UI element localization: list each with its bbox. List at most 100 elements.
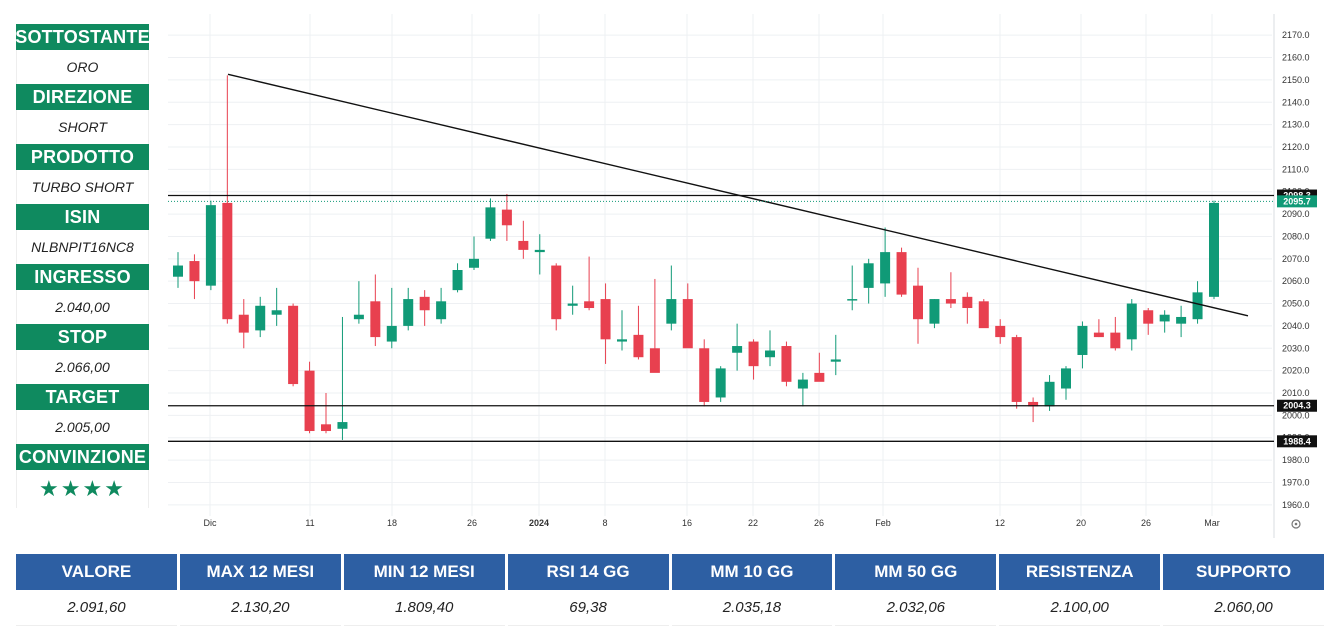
stat-header: VALORE [16,554,177,590]
candle-body [863,263,874,288]
x-tick-label: 20 [1076,518,1086,528]
candle-body [617,339,627,342]
candle-body [830,359,841,362]
candle-body [518,240,529,250]
candle-body [1176,316,1187,324]
candle-body [896,252,907,295]
y-tick-label: 2030.0 [1282,343,1310,353]
candle-body [173,265,183,277]
candle-body [913,285,923,320]
panel-label-ingresso: INGRESSO [16,264,149,290]
stat-value: 2.091,60 [16,590,177,626]
candle-body [880,252,891,284]
stat-value: 2.060,00 [1163,590,1324,626]
y-tick-label: 1970.0 [1282,477,1310,487]
current-price-tag [1277,195,1317,208]
y-tick-label: 2150.0 [1282,75,1310,85]
y-tick-label: 2160.0 [1282,53,1310,63]
stat-column: SUPPORTO 2.060,00 [1163,554,1324,626]
stat-header: RSI 14 GG [507,554,669,590]
candle-body [501,209,512,226]
level-tag [1277,399,1317,412]
y-tick-label: 2120.0 [1282,142,1310,152]
candle-body [534,249,545,253]
y-tick-label: 2070.0 [1282,254,1310,264]
candle-body [814,372,825,382]
candle-body [551,265,562,320]
candle-body [962,296,973,309]
x-tick-label: Mar [1204,518,1220,528]
x-tick-label: 26 [1141,518,1151,528]
candle-body [797,379,808,389]
candle-body [1110,332,1121,349]
candle-body [1209,202,1219,297]
candle-body [732,346,743,353]
stat-value: 2.032,06 [835,590,997,626]
stat-value: 2.100,00 [999,590,1161,626]
stat-header: MAX 12 MESI [179,554,341,590]
candle-body [386,325,397,342]
x-tick-label: 11 [305,518,314,528]
panel-value-isin: NLBNPIT16NC8 [16,230,149,264]
candle-body [995,325,1006,338]
candle-body [485,207,496,239]
stat-header: MIN 12 MESI [343,554,505,590]
candle-body [682,299,693,349]
x-tick-label: Dic [204,518,217,528]
candle-body [600,299,611,340]
level-tag-label: 1988.4 [1283,436,1311,446]
candle-body [222,202,233,320]
y-tick-label: 2130.0 [1282,120,1310,130]
y-tick-label: 2110.0 [1282,164,1309,174]
panel-label-target: TARGET [16,384,149,410]
y-tick-label: 2020.0 [1282,366,1310,376]
x-tick-label: Feb [875,518,891,528]
stat-value: 69,38 [507,590,669,626]
stat-column: MM 50 GG 2.032,06 [835,554,997,626]
panel-value-sottostante: ORO [16,50,149,84]
candle-body [353,314,364,320]
stat-value: 2.035,18 [671,590,833,626]
panel-value-stop: 2.066,00 [16,350,149,384]
stat-column: RESISTENZA 2.100,00 [999,554,1161,626]
y-tick-label: 1960.0 [1282,500,1310,510]
candle-body [452,270,463,291]
x-tick-label: 22 [748,518,758,528]
candle-body [781,346,792,382]
gear-icon-center [1294,522,1298,526]
candle-body [288,305,299,385]
candle-body [255,305,266,331]
candle-body [715,368,726,398]
price-chart: 1960.01970.01980.01990.02000.02010.02020… [150,14,1339,538]
candle-body [584,301,595,309]
candle-body [337,422,348,429]
candle-body [633,334,644,358]
candle-body [1192,292,1203,320]
stat-column: VALORE 2.091,60 [16,554,177,626]
x-tick-label: 16 [682,518,692,528]
candle-body [1077,325,1088,355]
candle-body [1011,337,1022,402]
panel-value-convinzione: ★★★★ [16,470,149,508]
y-tick-label: 2140.0 [1282,97,1310,107]
y-tick-label: 2050.0 [1282,299,1310,309]
panel-label-direzione: DIREZIONE [16,84,149,110]
candle-body [370,301,381,338]
candle-body [321,424,331,432]
stat-header: SUPPORTO [1163,554,1324,590]
stats-table: VALORE 2.091,60 MAX 12 MESI 2.130,20 MIN 12 … [16,554,1324,626]
y-tick-label: 1980.0 [1282,455,1310,465]
candle-body [567,303,578,306]
candle-body [1143,310,1154,324]
stat-value: 1.809,40 [343,590,505,626]
y-tick-label: 2060.0 [1282,276,1310,286]
y-tick-label: 2040.0 [1282,321,1310,331]
current-price-label: 2095.7 [1283,196,1311,206]
candle-body [419,296,430,311]
stat-header: RESISTENZA [999,554,1161,590]
stat-value: 2.130,20 [179,590,341,626]
panel-value-target: 2.005,00 [16,410,149,444]
x-tick-label: 8 [602,518,607,528]
candle-body [945,299,956,304]
stat-column: MIN 12 MESI 1.809,40 [343,554,505,626]
